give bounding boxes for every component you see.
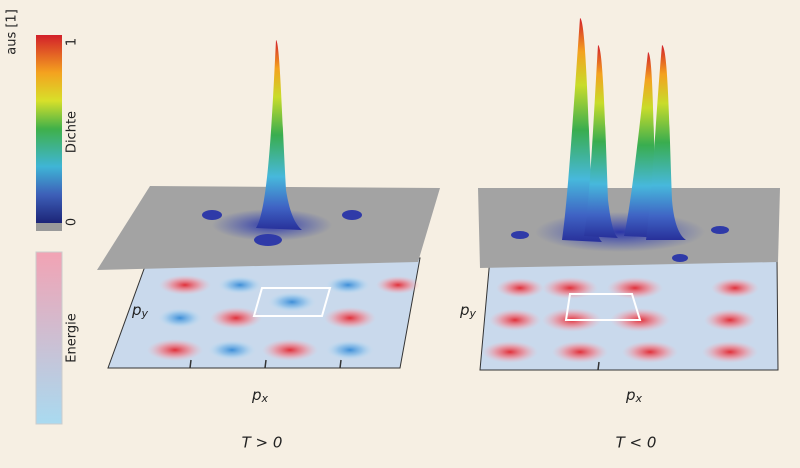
py-label: py xyxy=(459,301,477,321)
density-blob xyxy=(254,234,282,246)
density-blob xyxy=(511,231,529,239)
caption: T < 0 xyxy=(616,434,657,452)
caption: T > 0 xyxy=(242,434,283,452)
energy-colorbar xyxy=(36,252,62,424)
px-label: px xyxy=(251,386,269,406)
density-blob xyxy=(711,226,729,234)
density-blob xyxy=(342,210,362,220)
density-label: Dichte xyxy=(65,111,80,153)
density-blob xyxy=(535,212,705,252)
panel-right: py px T < 0 xyxy=(459,18,780,452)
density-min: 0 xyxy=(65,218,80,226)
figure: aus [1] 1 Dichte 0 Energie py px T > 0 xyxy=(0,0,800,468)
tick xyxy=(598,362,599,370)
px-label: px xyxy=(625,386,643,406)
density-max: 1 xyxy=(65,38,80,46)
density-blob xyxy=(202,210,222,220)
panel-left: py px T > 0 xyxy=(97,40,440,452)
density-blob xyxy=(672,254,688,262)
source-note: aus [1] xyxy=(5,9,20,55)
density-colorbar xyxy=(36,35,62,223)
energy-label: Energie xyxy=(65,313,80,362)
density-colorbar-base xyxy=(36,223,62,231)
